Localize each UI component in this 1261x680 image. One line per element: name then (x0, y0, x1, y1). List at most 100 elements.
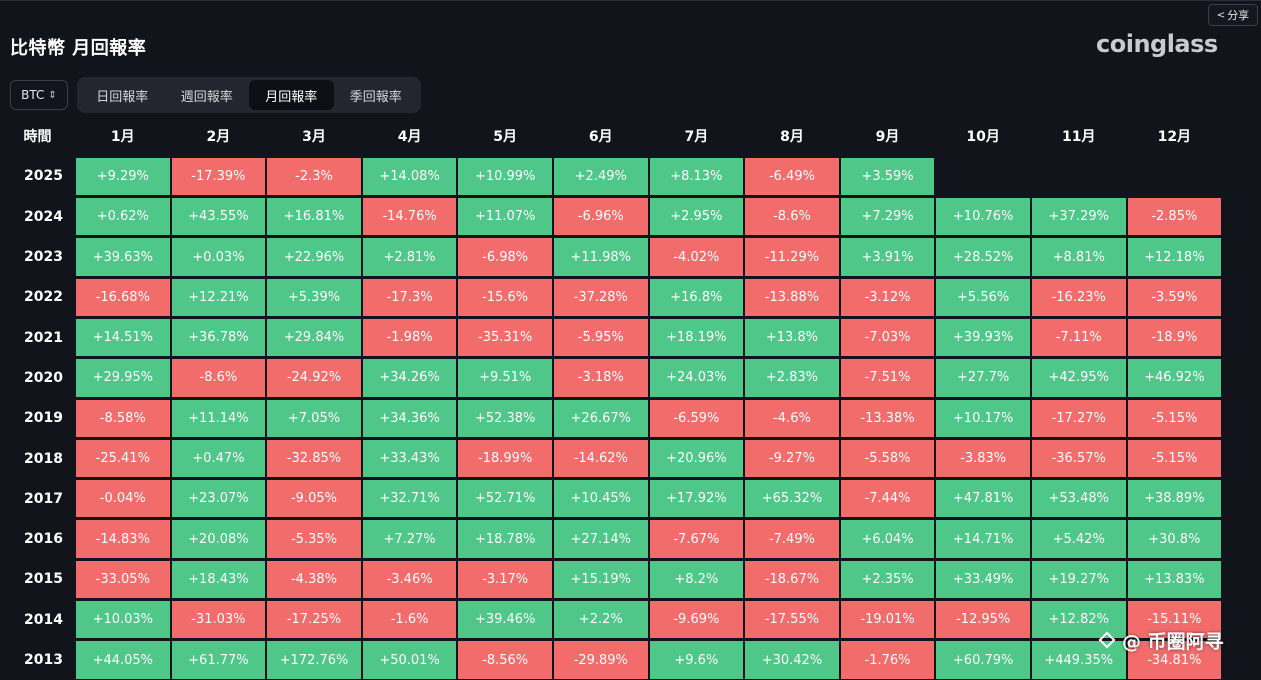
return-cell: -9.05% (267, 480, 361, 518)
share-button[interactable]: < 分享 (1208, 4, 1258, 26)
return-cell: +10.99% (458, 157, 552, 196)
return-cell: +172.76% (267, 641, 361, 679)
return-cell: +30.8% (1127, 520, 1222, 558)
column-header-month: 9月 (875, 129, 900, 146)
return-cell: +11.14% (171, 399, 266, 437)
return-cell: -7.11% (1031, 318, 1126, 357)
watermark: @ 币圈阿寻 (1098, 626, 1224, 654)
return-cell: +18.43% (171, 560, 266, 599)
return-cell: +18.78% (458, 520, 552, 558)
return-cell: -3.83% (936, 439, 1030, 478)
return-cell: -3.59% (1127, 278, 1222, 316)
return-cell: -14.76% (362, 198, 457, 236)
top-divider (0, 0, 1261, 1)
return-cell: -31.03% (171, 601, 266, 639)
return-cell: -3.18% (553, 359, 648, 397)
return-cell: +52.71% (458, 480, 552, 518)
return-cell: -5.35% (267, 520, 361, 558)
return-cell: +53.48% (1031, 480, 1126, 518)
share-label: 分享 (1227, 9, 1250, 22)
return-cell: -17.55% (745, 601, 839, 639)
return-cell: +50.01% (362, 641, 457, 679)
return-cell: +11.07% (458, 198, 552, 236)
return-cell: +34.36% (362, 399, 457, 437)
return-cell: +36.78% (171, 318, 266, 357)
column-header-month: 3月 (302, 129, 326, 146)
return-cell: -17.27% (1031, 399, 1126, 437)
return-cell: +3.59% (840, 157, 935, 196)
return-cell: +2.95% (649, 198, 744, 236)
return-cell: +14.08% (362, 157, 457, 196)
return-cell: +26.67% (553, 399, 648, 437)
return-cell: +27.14% (553, 520, 648, 558)
return-cell: +9.51% (458, 359, 552, 397)
tab-quarterly-return[interactable]: 季回報率 (349, 89, 402, 105)
return-cell: -6.96% (553, 198, 648, 236)
tab-weekly-return[interactable]: 週回報率 (180, 89, 233, 105)
return-cell: -6.49% (745, 157, 839, 196)
return-cell: -5.15% (1127, 439, 1222, 478)
empty-cell (1032, 158, 1126, 195)
return-cell: -12.95% (936, 601, 1030, 639)
return-cell: -7.03% (840, 318, 935, 357)
return-cell: +9.29% (76, 157, 170, 196)
return-cell: +60.79% (936, 641, 1030, 679)
return-cell: +39.46% (458, 601, 552, 639)
row-year: 2020 (24, 369, 63, 386)
return-cell: +43.55% (171, 198, 266, 236)
column-header-month: 5月 (493, 129, 518, 146)
row-year: 2022 (24, 289, 63, 306)
column-header-month: 11月 (1061, 129, 1096, 146)
return-cell: +33.43% (362, 439, 457, 478)
row-year: 2016 (24, 531, 63, 548)
coin-select[interactable]: BTC ⇕ (10, 80, 68, 110)
return-cell: -1.76% (840, 641, 935, 679)
row-year: 2023 (24, 249, 63, 266)
row-year: 2015 (24, 571, 63, 588)
return-cell: +8.2% (649, 560, 744, 599)
monthly-returns-table: 時間 1月 2月 3月 4月 5月 6月 7月 8月 9月 10月 11月 12月 2025 +9.29% -… (0, 116, 1222, 680)
row-year: 2019 (24, 410, 63, 427)
watermark-text: @ 币圈阿寻 (1122, 630, 1224, 653)
return-cell: +32.71% (362, 480, 457, 518)
sort-arrows-icon: ⇕ (48, 89, 57, 101)
return-cell: +29.95% (76, 359, 170, 397)
return-cell: +16.8% (649, 278, 744, 316)
return-cell: +5.39% (267, 278, 361, 316)
tab-daily-return[interactable]: 日回報率 (96, 89, 149, 105)
return-cell: -1.98% (362, 318, 457, 357)
return-cell: +12.21% (171, 278, 266, 316)
return-cell: +9.6% (649, 641, 744, 679)
return-cell: +30.42% (745, 641, 839, 679)
return-cell: -4.02% (649, 238, 744, 276)
return-cell: +5.42% (1031, 520, 1126, 558)
return-cell: +7.05% (267, 399, 361, 437)
return-cell: -8.6% (171, 359, 266, 397)
return-cell: +0.62% (76, 198, 170, 236)
return-cell: -33.05% (76, 560, 170, 599)
column-header-month: 6月 (588, 129, 613, 146)
return-cell: +38.89% (1127, 480, 1222, 518)
return-cell: +17.92% (649, 480, 744, 518)
return-cell: +19.27% (1031, 560, 1126, 599)
return-cell: +27.7% (936, 359, 1030, 397)
return-cell: -18.67% (745, 560, 839, 599)
return-cell: -7.49% (745, 520, 839, 558)
return-cell: -7.44% (840, 480, 935, 518)
return-cell: -17.39% (171, 157, 266, 196)
return-cell: -5.95% (553, 318, 648, 357)
return-cell: +65.32% (745, 480, 839, 518)
return-cell: +13.83% (1127, 560, 1222, 599)
return-cell: -4.38% (267, 560, 361, 599)
return-cell: -24.92% (267, 359, 361, 397)
return-cell: +7.29% (840, 198, 935, 236)
empty-cell (1128, 158, 1222, 195)
tab-monthly-return[interactable]: 月回報率 (249, 80, 334, 110)
return-cell: -29.89% (553, 641, 648, 679)
return-cell: -15.11% (1127, 601, 1222, 639)
return-cell: -16.68% (76, 278, 170, 316)
return-cell: +44.05% (76, 641, 170, 679)
return-cell: -8.56% (458, 641, 552, 679)
return-cell: -0.04% (76, 480, 170, 518)
row-year: 2014 (24, 611, 63, 628)
